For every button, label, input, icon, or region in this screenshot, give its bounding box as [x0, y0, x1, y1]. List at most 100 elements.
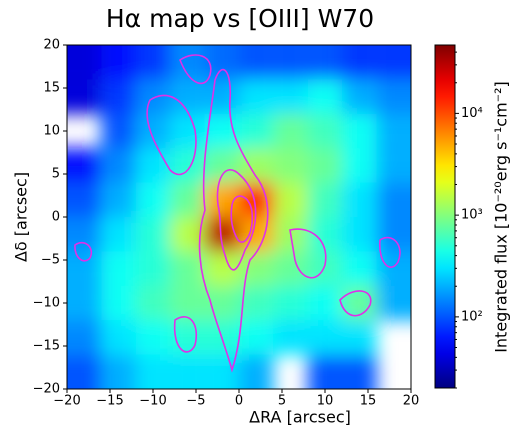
heatmap-cell — [170, 354, 205, 389]
y-tick-label: 20 — [43, 38, 60, 53]
heatmap-cell — [170, 113, 205, 149]
heatmap-cell — [170, 79, 205, 114]
heatmap-cell — [376, 285, 411, 321]
heatmap-cell — [67, 251, 102, 286]
heatmap-cell — [239, 320, 274, 355]
heatmap-cell — [307, 320, 343, 355]
contours — [74, 54, 401, 373]
heatmap-cell — [342, 217, 377, 252]
heatmap-cell — [135, 148, 171, 183]
heatmap-cell — [170, 251, 205, 286]
colorbar-tick-label: 10³ — [461, 208, 483, 223]
heatmap-cell — [204, 354, 239, 389]
heatmap-cell — [204, 217, 239, 252]
heatmap-cell — [204, 251, 239, 286]
heatmap-cell — [307, 354, 343, 389]
heatmap-cell — [342, 354, 377, 389]
y-tick-label: 5 — [52, 167, 60, 182]
heatmap-cell — [135, 320, 171, 355]
heatmap-cell — [307, 251, 343, 286]
heatmap-cell — [67, 45, 102, 80]
heatmap-cell — [273, 320, 308, 355]
heatmap-cell — [307, 113, 343, 149]
x-tick-label: −5 — [186, 394, 205, 409]
heatmap-cell — [67, 320, 102, 355]
plot-area — [67, 45, 411, 389]
y-tick-label: −10 — [33, 296, 60, 311]
heatmap-cell — [273, 285, 308, 321]
heatmap-cell — [239, 251, 274, 286]
heatmap-cell — [135, 251, 171, 286]
heatmap-cell — [307, 45, 343, 80]
heatmap-cell — [204, 285, 239, 321]
heatmap-cell — [101, 285, 136, 321]
heatmap-cell — [376, 45, 411, 80]
heatmap-cell — [135, 45, 171, 80]
heatmap-cell — [67, 79, 102, 114]
heatmap-cell — [273, 148, 308, 183]
x-tick-label: −10 — [139, 394, 166, 409]
heatmap-cell — [376, 113, 411, 149]
heatmap-cell — [204, 148, 239, 183]
heatmap-cell — [376, 79, 411, 114]
heatmap-cell — [239, 45, 274, 80]
heatmap-cell — [307, 285, 343, 321]
y-tick-label: 15 — [43, 81, 60, 96]
heatmap-cell — [67, 217, 102, 252]
heatmap-cell — [170, 285, 205, 321]
heatmap-cell — [273, 251, 308, 286]
heatmap-cell — [101, 113, 136, 149]
chart-title: Hα map vs [OIII] W70 — [106, 4, 374, 33]
heatmap-cell — [376, 251, 411, 286]
y-tick-label: −5 — [41, 253, 60, 268]
heatmap-cell — [307, 79, 343, 114]
heatmap-cell — [101, 182, 136, 217]
heatmap-cell — [342, 148, 377, 183]
heatmap-cell — [342, 320, 377, 355]
heatmap-cell — [67, 182, 102, 217]
y-tick-label: −20 — [33, 382, 60, 397]
heatmap-cell — [101, 251, 136, 286]
heatmap-cell — [101, 320, 136, 355]
heatmap-cell — [101, 79, 136, 114]
y-tick-label: 0 — [52, 210, 60, 225]
heatmap-cell — [101, 148, 136, 183]
heatmap-cell — [273, 45, 308, 80]
heatmap-cell — [307, 182, 343, 217]
heatmap-cell — [273, 113, 308, 149]
y-tick-label: 10 — [43, 124, 60, 139]
x-tick-label: −20 — [53, 394, 80, 409]
heatmap-cell — [101, 45, 136, 80]
colorbar-tick-label: 10⁴ — [461, 106, 483, 121]
heatmap-cell — [135, 113, 171, 149]
heatmap-cell — [67, 354, 102, 389]
heatmap-cell — [135, 79, 171, 114]
heatmap-cell — [273, 79, 308, 114]
x-tick-label: 0 — [235, 394, 243, 409]
heatmap-cell — [67, 148, 102, 183]
heatmap-cell — [342, 45, 377, 80]
heatmap-cell — [170, 182, 205, 217]
heatmap-cell — [307, 148, 343, 183]
heatmap-cell — [342, 251, 377, 286]
heatmap-cell — [376, 217, 411, 252]
heatmap-cell — [101, 354, 136, 389]
heatmap-cell — [204, 79, 239, 114]
heatmap-cell — [342, 79, 377, 114]
heatmap-cell — [170, 148, 205, 183]
y-axis-label: Δδ [arcsec] — [12, 172, 31, 262]
x-tick-label: 10 — [317, 394, 334, 409]
x-axis-label: ΔRA [arcsec] — [249, 408, 351, 427]
x-tick-label: 5 — [278, 394, 286, 409]
heatmap-cell — [135, 354, 171, 389]
colorbar-tick-label: 10² — [461, 309, 483, 324]
heatmap-cell — [67, 285, 102, 321]
heatmap-cell — [135, 285, 171, 321]
heatmap-cell — [101, 217, 136, 252]
heatmap-cell — [239, 354, 274, 389]
colorbar — [434, 44, 456, 389]
heatmap-cell — [135, 217, 171, 252]
x-tick-label: 20 — [403, 394, 420, 409]
heatmap-cell — [239, 113, 274, 149]
